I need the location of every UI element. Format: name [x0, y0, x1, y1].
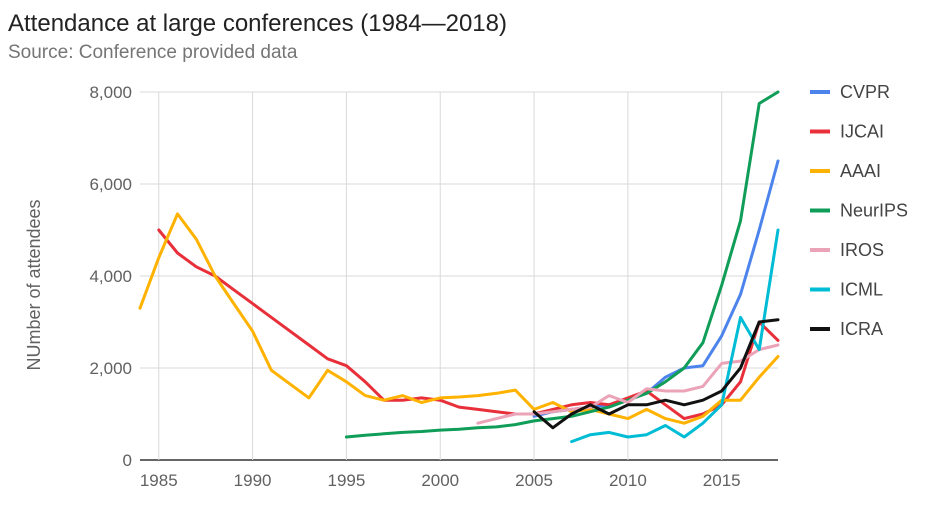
axis-layer: 0 2,000 4,000 6,000 8,000 1985 1990 1995 2000 200… [89, 83, 740, 490]
series-layer [138, 90, 780, 444]
legend-label-icml: ICML [840, 280, 883, 300]
x-tick-label: 2000 [421, 471, 459, 490]
x-tick-label: 2005 [515, 471, 553, 490]
y-tick-label: 2,000 [89, 359, 132, 378]
y-tick-label: 4,000 [89, 267, 132, 286]
y-axis-label: NUmber of attendees [24, 199, 44, 370]
legend-label-neurips: NeurIPS [840, 201, 908, 221]
chart-title: Attendance at large conferences (1984—20… [8, 10, 507, 37]
y-tick-label: 0 [123, 451, 132, 470]
series-line-icml [570, 228, 780, 444]
chart-subtitle: Source: Conference provided data [8, 42, 298, 63]
series-line-aaai [138, 212, 780, 425]
series-line-icra [532, 318, 780, 430]
legend: CVPR IJCAI AAAI NeurIPS IROS ICML ICRA [810, 82, 908, 339]
x-tick-label: 1990 [234, 471, 272, 490]
legend-label-icra: ICRA [840, 319, 883, 339]
legend-label-aaai: AAAI [840, 161, 881, 181]
series-line-iros [476, 343, 780, 425]
legend-label-iros: IROS [840, 240, 884, 260]
legend-label-cvpr: CVPR [840, 82, 890, 102]
y-tick-label: 8,000 [89, 83, 132, 102]
series-line-neurips [344, 90, 780, 439]
x-tick-label: 1995 [327, 471, 365, 490]
series-line-ijcai [157, 228, 780, 421]
y-tick-label: 6,000 [89, 175, 132, 194]
x-tick-label: 1985 [140, 471, 178, 490]
x-tick-label: 2010 [609, 471, 647, 490]
x-tick-label: 2015 [703, 471, 741, 490]
legend-label-ijcai: IJCAI [840, 122, 884, 142]
